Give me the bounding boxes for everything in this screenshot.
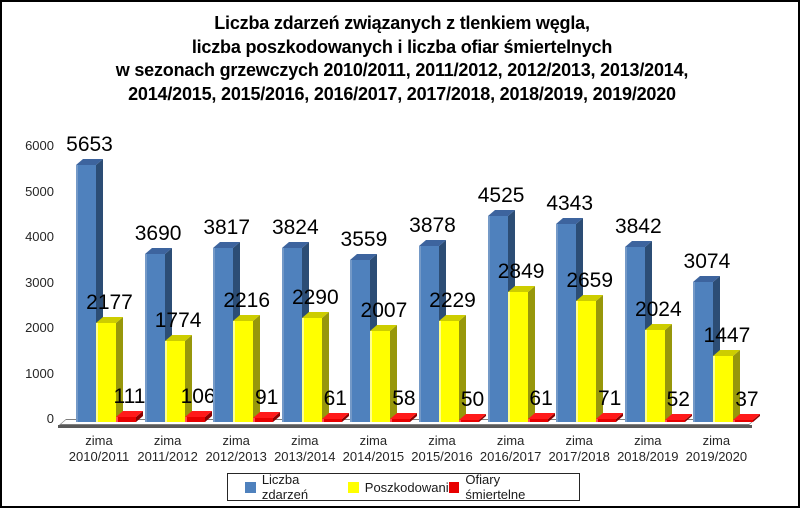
bar-2-ofiary-miertelne xyxy=(390,419,411,422)
legend-label: Poszkodowani xyxy=(364,479,449,495)
x-axis-tick-label: zima 2017/2018 xyxy=(548,433,610,464)
bar-1-poszkodowani xyxy=(164,341,185,422)
data-label: 52 xyxy=(666,388,690,411)
bar-2-ofiary-miertelne xyxy=(321,419,342,422)
data-label: 2849 xyxy=(497,260,545,283)
y-axis-tick-label: 2000 xyxy=(25,320,54,335)
legend-item-liczba-zdarzen: Liczba zdarzeń xyxy=(245,472,348,502)
data-label: 3690 xyxy=(134,222,182,245)
data-label: 2177 xyxy=(86,291,133,314)
data-label: 2024 xyxy=(634,298,682,321)
bar-0-liczba-zdarze- xyxy=(556,224,577,422)
legend: Liczba zdarzeń Poszkodowani Ofiary śmier… xyxy=(227,472,580,502)
bar-1-poszkodowani xyxy=(507,292,528,422)
bar-1-poszkodowani xyxy=(644,330,665,422)
bar-2-ofiary-miertelne xyxy=(596,419,617,422)
data-label: 71 xyxy=(598,387,622,410)
bar-1-poszkodowani xyxy=(713,356,734,422)
legend-item-ofiary-smiertelne: Ofiary śmiertelne xyxy=(448,472,562,502)
bar-2-ofiary-miertelne xyxy=(527,419,548,422)
bar-0-liczba-zdarze- xyxy=(419,246,439,422)
y-axis-tick-label: 6000 xyxy=(25,138,54,153)
x-axis-tick-label: zima 2016/2017 xyxy=(479,433,542,464)
bar-2-ofiary-miertelne xyxy=(116,417,136,422)
chart-title-line-2: liczba poszkodowanych i liczba ofiar śmi… xyxy=(191,36,613,57)
chart-title-line-1: Liczba zdarzeń związanych z tlenkiem węg… xyxy=(214,13,590,33)
bar-1-poszkodowani xyxy=(370,331,391,422)
bar-2-ofiary-miertelne xyxy=(664,420,685,422)
chart-title: Liczba zdarzeń związanych z tlenkiem węg… xyxy=(2,12,800,106)
bar-2-ofiary-miertelne xyxy=(253,418,274,422)
bar-1-poszkodowani xyxy=(301,318,322,422)
data-label: 91 xyxy=(255,386,279,409)
bar-0-liczba-zdarze- xyxy=(281,248,302,422)
data-label: 50 xyxy=(460,388,485,411)
legend-swatch-red-icon xyxy=(448,481,460,493)
chart-title-line-3: w sezonach grzewczych 2010/2011, 2011/20… xyxy=(115,60,689,80)
data-label: 3824 xyxy=(271,216,319,239)
data-label: 3817 xyxy=(203,216,251,239)
bar-2-ofiary-miertelne xyxy=(184,417,205,422)
data-label: 5653 xyxy=(66,133,113,156)
data-label: 61 xyxy=(529,387,553,410)
x-axis-tick-label: zima 2018/2019 xyxy=(617,433,679,464)
legend-swatch-blue-icon xyxy=(245,481,256,493)
bar-1-poszkodowani xyxy=(439,321,459,422)
x-axis-line xyxy=(58,425,752,428)
x-axis-tick-label: zima 2013/2014 xyxy=(274,433,336,464)
legend-label: Ofiary śmiertelne xyxy=(465,472,526,502)
y-axis-tick-label: 4000 xyxy=(25,229,54,244)
chart-title-line-4: 2014/2015, 2015/2016, 2016/2017, 2017/20… xyxy=(128,83,676,104)
data-label: 3559 xyxy=(340,228,388,251)
data-label: 61 xyxy=(323,387,347,410)
bar-0-liczba-zdarze- xyxy=(144,254,165,422)
data-label: 3074 xyxy=(683,250,731,273)
y-axis-tick-label: 1000 xyxy=(25,365,54,381)
x-axis-tick-label: zima 2019/2020 xyxy=(685,433,748,464)
x-axis-tick-label: zima 2010/2011 xyxy=(68,433,130,464)
data-label: 1447 xyxy=(703,324,751,347)
y-axis-tick-label: 3000 xyxy=(25,274,54,290)
data-label: 37 xyxy=(735,388,759,411)
data-label: 2216 xyxy=(223,289,271,312)
legend-item-poszkodowani: Poszkodowani xyxy=(347,479,449,495)
x-axis-tick-label: zima 2014/2015 xyxy=(342,433,405,464)
data-label: 111 xyxy=(113,385,146,408)
bar-0-liczba-zdarze- xyxy=(693,282,714,422)
bar-0-liczba-zdarze- xyxy=(213,248,234,422)
bar-0-liczba-zdarze- xyxy=(624,247,645,422)
legend-label: Liczba zdarzeń xyxy=(261,472,309,502)
bar-2-ofiary-miertelne xyxy=(459,420,479,422)
data-label: 2659 xyxy=(566,269,614,292)
x-axis-tick-label: zima 2015/2016 xyxy=(411,433,473,464)
data-label: 1774 xyxy=(154,309,202,332)
data-label: 58 xyxy=(392,387,416,410)
bar-0-liczba-zdarze- xyxy=(350,260,371,422)
x-axis-tick-label: zima 2011/2012 xyxy=(137,433,198,464)
data-label: 4525 xyxy=(477,184,525,207)
legend-swatch-yellow-icon xyxy=(347,481,359,493)
y-axis-tick-label: 0 xyxy=(46,411,54,426)
bar-1-poszkodowani xyxy=(576,301,597,422)
x-axis-tick-label: zima 2012/2013 xyxy=(205,433,267,464)
data-label: 106 xyxy=(180,385,216,408)
data-label: 3842 xyxy=(614,215,662,238)
data-label: 2229 xyxy=(429,289,476,312)
bar-2-ofiary-miertelne xyxy=(733,420,754,422)
y-axis-tick-label: 5000 xyxy=(25,183,54,199)
data-label: 4343 xyxy=(546,192,594,215)
data-label: 3878 xyxy=(409,214,456,237)
data-label: 2007 xyxy=(360,299,408,322)
bar-0-liczba-zdarze- xyxy=(487,216,508,422)
bar-1-poszkodowani xyxy=(96,323,116,422)
data-label: 2290 xyxy=(291,286,339,309)
bar-0-liczba-zdarze- xyxy=(76,165,96,422)
bar-1-poszkodowani xyxy=(233,321,254,422)
